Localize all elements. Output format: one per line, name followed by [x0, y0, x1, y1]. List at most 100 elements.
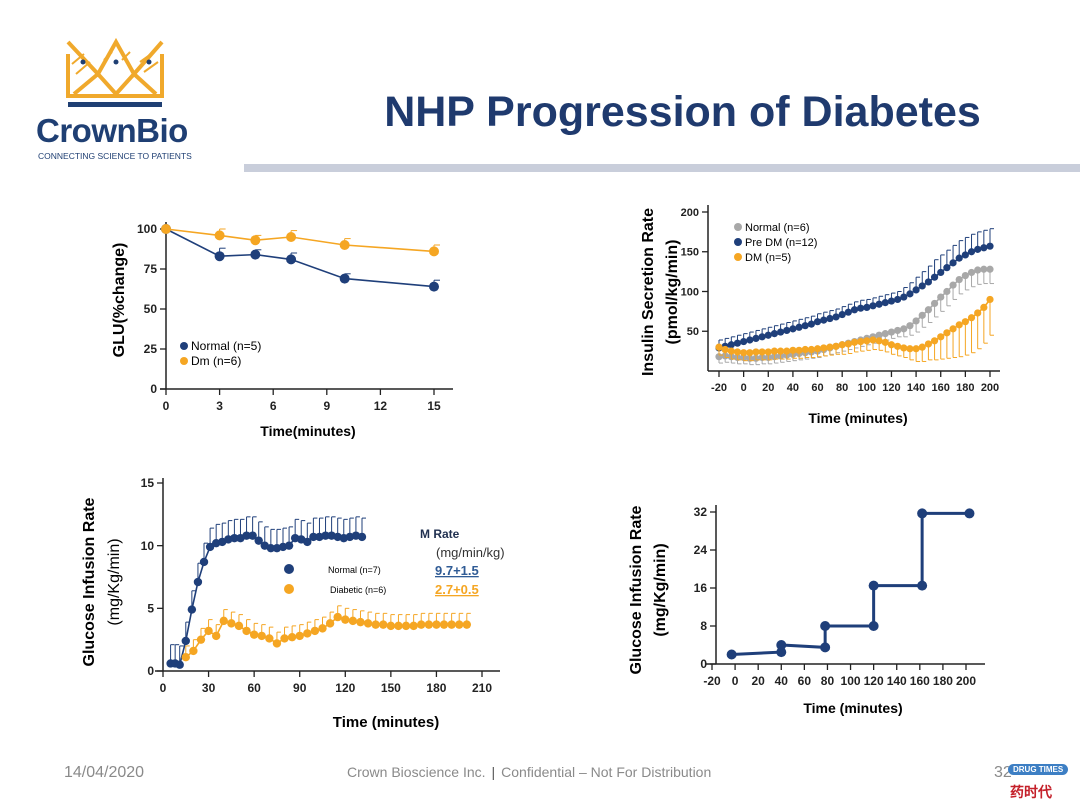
data-point	[204, 626, 213, 636]
data-point	[242, 531, 251, 540]
data-point	[199, 557, 209, 567]
data-point	[974, 266, 982, 274]
x-tick-label: 210	[472, 681, 492, 695]
y-tick-label: 50	[687, 326, 699, 338]
data-point	[309, 532, 318, 542]
data-point	[266, 543, 276, 553]
y-tick-label: 150	[681, 247, 699, 259]
page-title: NHP Progression of Diabetes	[384, 88, 981, 136]
data-point	[339, 240, 350, 250]
data-point	[250, 249, 261, 260]
data-point	[850, 338, 859, 346]
data-point	[770, 347, 779, 355]
series-0	[726, 508, 975, 660]
y-tick-label: 50	[144, 302, 158, 316]
data-point	[764, 348, 772, 356]
data-point	[417, 620, 426, 629]
x-tick-label: 120	[864, 674, 884, 688]
x-tick-label: 160	[932, 382, 950, 394]
logo-name: CrownBio	[36, 112, 188, 149]
data-point	[900, 344, 908, 352]
y-tick-label: 32	[694, 505, 708, 519]
data-point	[838, 310, 846, 319]
data-point	[205, 542, 215, 552]
data-point	[295, 631, 304, 641]
data-point	[980, 303, 988, 311]
y-tick-label: 100	[681, 286, 699, 298]
x-tick-label: -20	[711, 382, 727, 394]
series-1	[161, 224, 440, 257]
data-point	[826, 343, 834, 351]
data-point	[894, 295, 902, 304]
data-point	[429, 281, 439, 292]
x-tick-label: 6	[270, 399, 277, 413]
x-tick-label: 0	[163, 399, 170, 413]
data-point	[807, 320, 815, 328]
data-point	[832, 313, 840, 321]
data-point	[284, 541, 294, 550]
data-point	[721, 345, 729, 354]
legend-marker-diabetic	[284, 584, 294, 594]
x-tick-label: 80	[821, 674, 835, 688]
x-tick-label: 60	[811, 382, 823, 394]
x-tick-label: 100	[841, 674, 861, 688]
x-tick-label: 80	[836, 382, 848, 394]
x-tick-label: 20	[752, 674, 766, 688]
data-point	[887, 328, 896, 336]
data-point	[715, 343, 723, 351]
chart-glu-change: Time(minutes) GLU(%change) Normal (n=5) …	[111, 222, 453, 439]
data-point	[234, 621, 244, 631]
data-point	[869, 336, 877, 344]
data-point	[242, 626, 251, 636]
data-point	[348, 616, 358, 626]
data-point	[249, 630, 259, 639]
watermark-text: 药时代	[1010, 785, 1052, 801]
data-point	[726, 649, 737, 660]
x-tick-label: 100	[858, 382, 876, 394]
series-1	[715, 228, 994, 352]
data-point	[943, 329, 951, 337]
data-point	[918, 343, 926, 351]
data-point	[964, 508, 975, 519]
legend-label-dm: Dm (n=6)	[191, 354, 241, 368]
m-rate-normal: 9.7+1.5	[435, 563, 479, 578]
data-point	[214, 230, 225, 241]
data-point	[357, 532, 367, 542]
y-tick-label: 200	[681, 207, 699, 219]
data-point	[219, 616, 228, 626]
data-point	[776, 647, 787, 658]
y-axis-label: Glucose Infusion Rate	[81, 497, 98, 666]
data-point	[820, 344, 828, 352]
data-point	[432, 620, 441, 629]
x-tick-label: 0	[741, 382, 747, 394]
x-tick-label: 140	[887, 674, 907, 688]
data-point	[881, 338, 889, 346]
data-point	[758, 348, 766, 356]
footer-confidential: Confidential – Not For Distribution	[501, 764, 712, 780]
data-point	[801, 322, 809, 330]
x-axis-label: Time (minutes)	[333, 714, 439, 731]
data-point	[181, 636, 190, 646]
data-point	[912, 317, 920, 325]
data-point	[214, 251, 225, 262]
data-point	[227, 619, 236, 628]
data-point	[912, 345, 920, 353]
data-point	[257, 631, 266, 641]
data-point	[356, 617, 365, 627]
data-point	[733, 339, 742, 347]
x-tick-label: 0	[732, 674, 739, 688]
data-point	[813, 345, 822, 353]
crownbio-logo-icon	[66, 37, 164, 107]
data-point	[776, 347, 785, 355]
data-point	[286, 254, 297, 265]
data-point	[868, 580, 879, 591]
data-point	[776, 640, 787, 650]
data-point	[175, 660, 184, 669]
data-point	[820, 316, 828, 324]
series-line	[165, 228, 435, 253]
footer-company: Crown Bioscience Inc.	[347, 764, 486, 780]
data-point	[752, 348, 760, 356]
series-1	[181, 605, 472, 662]
data-point	[894, 326, 902, 335]
x-tick-label: 40	[775, 674, 789, 688]
